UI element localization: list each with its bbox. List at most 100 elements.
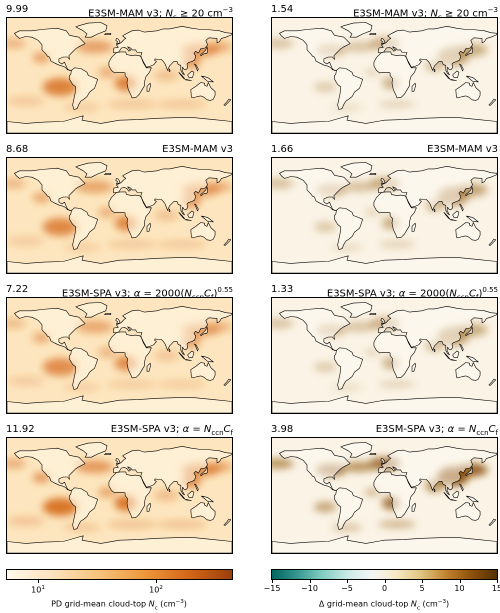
concentration-hotspot (42, 218, 78, 236)
colorbar-tick-label: −10 (301, 584, 318, 593)
coastline (113, 446, 232, 496)
coastline (488, 378, 497, 386)
coastline (452, 350, 460, 358)
coastline (465, 186, 473, 196)
coastline (69, 207, 98, 250)
coastline (378, 446, 497, 496)
coastline (466, 215, 479, 223)
coastline (272, 115, 497, 133)
coastline (194, 343, 199, 352)
map-svg (272, 158, 497, 273)
concentration-hotspot (7, 318, 26, 329)
coastline (272, 395, 497, 413)
colorbar-tickmark (347, 580, 348, 583)
coastline (178, 72, 186, 80)
coastline (201, 495, 214, 503)
coastline (187, 70, 195, 78)
concentration-hotspot (107, 380, 157, 389)
coastline (450, 359, 457, 361)
coastline (334, 67, 363, 110)
panel-mean-value: 3.98 (271, 424, 294, 435)
concentration-hotspot (313, 81, 337, 93)
coastline (108, 191, 152, 239)
coastline (146, 502, 152, 512)
coastline (187, 490, 195, 498)
concentration-hotspot (378, 520, 416, 529)
panel-title: E3SM-SPA v3; α = NccnCf (375, 424, 498, 437)
coastline (178, 352, 186, 360)
concentration-hotspot (331, 103, 363, 112)
coastline (340, 302, 373, 318)
coastline (369, 33, 377, 35)
concentration-hotspot (63, 243, 101, 252)
coastline (459, 63, 464, 72)
coastline (108, 51, 152, 99)
coastline (194, 203, 199, 212)
coastline (380, 458, 386, 464)
coastline (378, 26, 497, 76)
coastline (465, 46, 473, 56)
coastline (459, 483, 464, 492)
coastline (201, 215, 214, 223)
coastline (14, 27, 86, 71)
map-panel (6, 437, 233, 554)
concentration-hotspot (378, 240, 416, 249)
coastline (115, 178, 121, 184)
coastline (380, 318, 386, 324)
coastline (452, 70, 460, 78)
panel-mean-value: 1.33 (271, 284, 294, 295)
concentration-hotspot (63, 103, 101, 112)
panel-header: 11.92 E3SM-SPA v3; α = NccnCf (6, 424, 233, 437)
coastline (190, 502, 216, 521)
coastline (411, 82, 417, 92)
concentration-hotspot (364, 208, 380, 217)
colorbar-right (271, 569, 498, 580)
coastline (7, 115, 232, 133)
concentration-hotspot (331, 243, 363, 252)
concentration-hotspot (42, 78, 78, 96)
concentration-hotspot (107, 520, 157, 529)
coastline (334, 347, 363, 390)
concentration-hotspot (207, 461, 232, 472)
coastline (373, 191, 417, 239)
coastline (466, 495, 479, 503)
coastline (433, 348, 436, 352)
coastline (200, 46, 208, 56)
panel-header: 7.22 E3SM-SPA v3; α = 2000(NccnCf)0.55 (6, 284, 233, 301)
coastline (369, 453, 377, 455)
coastline (187, 210, 195, 218)
coastline (201, 75, 214, 83)
map-panel (271, 437, 498, 554)
coastline (459, 203, 464, 212)
coastline (115, 458, 121, 464)
coastline (187, 350, 195, 358)
coastline (75, 22, 108, 38)
concentration-hotspot (157, 100, 207, 109)
coastline (69, 67, 98, 110)
coastline (194, 63, 199, 72)
colorbar-right-label: Δ grid-mean cloud-top Nc (cm−3) (318, 599, 450, 612)
colorbar-tickmark (272, 580, 273, 583)
concentration-hotspot (157, 520, 207, 529)
coastline (455, 362, 481, 381)
coastline (465, 326, 473, 336)
coastline (378, 306, 497, 356)
coastline (373, 51, 417, 99)
panel-header: 1.33 E3SM-SPA v3; α = 2000(NccnCf)0.55 (271, 284, 498, 301)
coastline (452, 210, 460, 218)
coastline (178, 212, 186, 220)
coastline (108, 471, 152, 519)
concentration-hotspot (63, 523, 101, 532)
coastline (279, 307, 351, 351)
coastline (369, 313, 377, 315)
coastline (450, 79, 457, 81)
coastline (465, 466, 473, 476)
colorbar-tick-label: −15 (263, 584, 281, 593)
coastline (488, 98, 497, 106)
colorbar-tickmark (497, 580, 498, 583)
concentration-hotspot (364, 348, 380, 357)
coastline (452, 490, 460, 498)
concentration-hotspot (7, 235, 45, 247)
coastline (433, 488, 436, 492)
coastline (411, 362, 417, 372)
